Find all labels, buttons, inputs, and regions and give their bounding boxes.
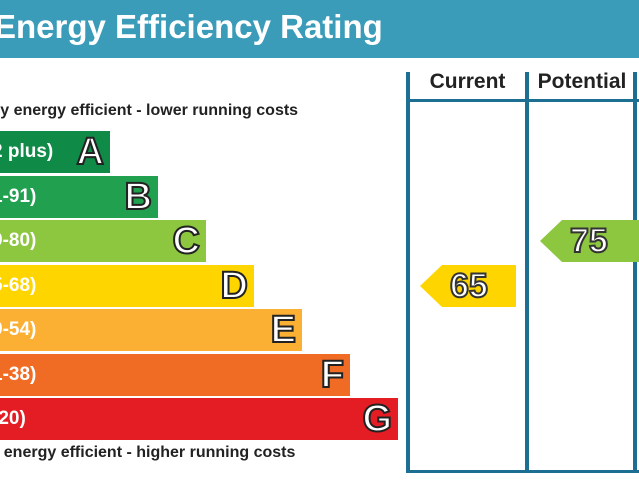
caption-top: ry energy efficient - lower running cost… [0, 102, 299, 119]
frame-rule-left [406, 72, 410, 473]
band-range-label: -20) [0, 408, 26, 429]
frame-rule-bottom [406, 470, 639, 473]
title-band: Energy Efficiency Rating [0, 0, 639, 58]
column-header-potential: Potential [537, 70, 627, 93]
chart-title: Energy Efficiency Rating [0, 8, 383, 45]
frame-rule-right [633, 72, 637, 473]
band-letter: F [320, 353, 345, 396]
band-range-label: 9-80) [0, 230, 37, 251]
band-range-label: 1-91) [0, 185, 37, 207]
band-letter: A [76, 131, 105, 173]
frame-rule-middle [525, 72, 529, 473]
column-header-current: Current [429, 70, 506, 93]
rating-value-potential: 75 [569, 221, 609, 261]
band-range-label: 1-38) [0, 363, 37, 385]
band-a: 2 plus) A [0, 131, 110, 173]
rating-arrow-potential: 75 [540, 220, 639, 262]
band-range-label: 9-54) [0, 319, 37, 340]
band-letter: E [270, 309, 297, 351]
band-letter: B [124, 175, 153, 218]
header-rule [406, 99, 639, 102]
band-d: 5-68) D [0, 264, 254, 307]
band-e: 9-54) E [0, 309, 302, 351]
band-range-label: 2 plus) [0, 141, 54, 162]
band-f: 1-38) F [0, 353, 350, 396]
band-letter: G [361, 398, 393, 440]
rating-arrow-shape [540, 220, 639, 262]
band-c: 9-80) C [0, 220, 206, 262]
caption-bottom: t energy efficient - higher running cost… [0, 444, 296, 461]
band-letter: C [172, 220, 201, 262]
band-letter: D [220, 264, 249, 307]
band-range-label: 5-68) [0, 274, 37, 296]
rating-value-current: 65 [449, 266, 489, 306]
rating-arrow-shape [420, 264, 516, 307]
rating-arrow-current: 65 [420, 264, 516, 307]
band-g: -20) G [0, 398, 398, 440]
band-b: 1-91) B [0, 175, 158, 218]
